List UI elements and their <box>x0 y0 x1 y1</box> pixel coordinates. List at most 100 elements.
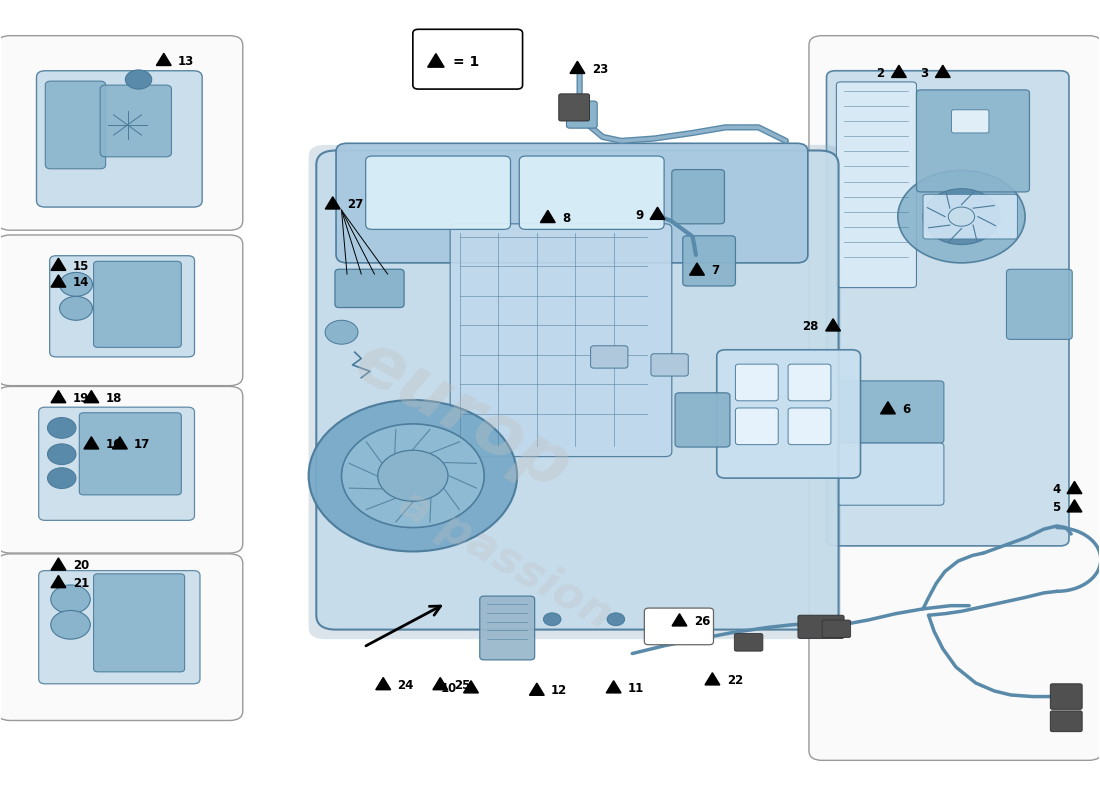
Polygon shape <box>156 54 172 66</box>
FancyBboxPatch shape <box>309 145 840 639</box>
Polygon shape <box>540 210 556 222</box>
Text: 13: 13 <box>178 54 195 68</box>
Text: 22: 22 <box>727 674 742 687</box>
Circle shape <box>923 189 1000 245</box>
Text: 21: 21 <box>73 577 89 590</box>
Polygon shape <box>705 673 719 685</box>
FancyBboxPatch shape <box>788 364 831 401</box>
Text: = 1: = 1 <box>453 55 480 70</box>
Polygon shape <box>606 681 621 693</box>
Text: 4: 4 <box>1052 482 1060 496</box>
FancyBboxPatch shape <box>1006 270 1072 339</box>
Polygon shape <box>570 62 585 74</box>
FancyBboxPatch shape <box>736 364 778 401</box>
Polygon shape <box>672 614 686 626</box>
Circle shape <box>898 170 1025 263</box>
FancyBboxPatch shape <box>519 156 664 230</box>
Polygon shape <box>326 197 340 209</box>
Text: 23: 23 <box>592 62 608 76</box>
Polygon shape <box>51 275 66 287</box>
FancyBboxPatch shape <box>717 350 860 478</box>
FancyBboxPatch shape <box>36 70 202 207</box>
Text: 15: 15 <box>73 259 89 273</box>
Circle shape <box>326 320 358 344</box>
Polygon shape <box>433 678 448 690</box>
FancyBboxPatch shape <box>45 81 106 169</box>
Polygon shape <box>690 263 704 275</box>
FancyBboxPatch shape <box>336 143 807 263</box>
Text: 11: 11 <box>628 682 645 695</box>
Polygon shape <box>650 207 664 219</box>
FancyBboxPatch shape <box>39 570 200 684</box>
Text: a passion: a passion <box>393 482 620 638</box>
FancyBboxPatch shape <box>365 156 510 230</box>
FancyBboxPatch shape <box>94 574 185 672</box>
FancyBboxPatch shape <box>0 554 243 721</box>
FancyBboxPatch shape <box>736 408 778 445</box>
FancyBboxPatch shape <box>480 596 535 660</box>
FancyBboxPatch shape <box>836 82 916 287</box>
FancyBboxPatch shape <box>559 94 590 121</box>
FancyBboxPatch shape <box>412 30 522 89</box>
FancyBboxPatch shape <box>788 408 831 445</box>
Polygon shape <box>84 437 99 449</box>
Text: 20: 20 <box>73 559 89 572</box>
FancyBboxPatch shape <box>591 346 628 368</box>
Circle shape <box>59 273 92 296</box>
FancyBboxPatch shape <box>826 70 1069 546</box>
FancyBboxPatch shape <box>39 407 195 520</box>
Text: 6: 6 <box>902 403 911 416</box>
FancyBboxPatch shape <box>675 393 730 447</box>
Text: 27: 27 <box>346 198 363 211</box>
FancyBboxPatch shape <box>0 36 243 230</box>
Circle shape <box>607 613 625 626</box>
Polygon shape <box>1067 482 1082 494</box>
Polygon shape <box>51 558 66 570</box>
Text: 18: 18 <box>106 392 122 405</box>
FancyBboxPatch shape <box>645 608 714 645</box>
Text: 5: 5 <box>1052 501 1060 514</box>
Polygon shape <box>935 66 950 78</box>
Polygon shape <box>428 54 444 67</box>
FancyBboxPatch shape <box>808 36 1100 760</box>
FancyBboxPatch shape <box>735 634 763 651</box>
Circle shape <box>47 418 76 438</box>
FancyBboxPatch shape <box>334 270 404 307</box>
Circle shape <box>51 585 90 614</box>
Polygon shape <box>112 437 128 449</box>
Circle shape <box>309 400 517 551</box>
Circle shape <box>377 450 448 502</box>
Text: 8: 8 <box>562 212 570 225</box>
Polygon shape <box>1067 500 1082 512</box>
FancyBboxPatch shape <box>100 85 172 157</box>
Text: 28: 28 <box>802 320 818 333</box>
Polygon shape <box>880 402 895 414</box>
Polygon shape <box>84 390 99 402</box>
Polygon shape <box>51 575 66 588</box>
Circle shape <box>59 296 92 320</box>
Text: 10: 10 <box>440 682 456 695</box>
FancyBboxPatch shape <box>566 101 597 128</box>
Circle shape <box>341 424 484 527</box>
Text: europ: europ <box>342 326 582 505</box>
Text: 24: 24 <box>397 679 414 692</box>
Circle shape <box>125 70 152 89</box>
FancyBboxPatch shape <box>836 443 944 506</box>
Text: 19: 19 <box>73 392 89 405</box>
Text: 17: 17 <box>134 438 151 451</box>
Polygon shape <box>826 318 840 331</box>
Circle shape <box>51 610 90 639</box>
Circle shape <box>47 444 76 465</box>
Polygon shape <box>51 258 66 270</box>
FancyBboxPatch shape <box>0 235 243 386</box>
FancyBboxPatch shape <box>836 381 944 443</box>
Polygon shape <box>463 681 478 693</box>
FancyBboxPatch shape <box>923 194 1018 239</box>
Circle shape <box>948 207 975 226</box>
FancyBboxPatch shape <box>1050 684 1082 710</box>
Text: 25: 25 <box>454 679 471 692</box>
FancyBboxPatch shape <box>50 256 195 357</box>
FancyBboxPatch shape <box>916 90 1030 192</box>
Polygon shape <box>529 683 544 695</box>
Text: 16: 16 <box>106 438 122 451</box>
